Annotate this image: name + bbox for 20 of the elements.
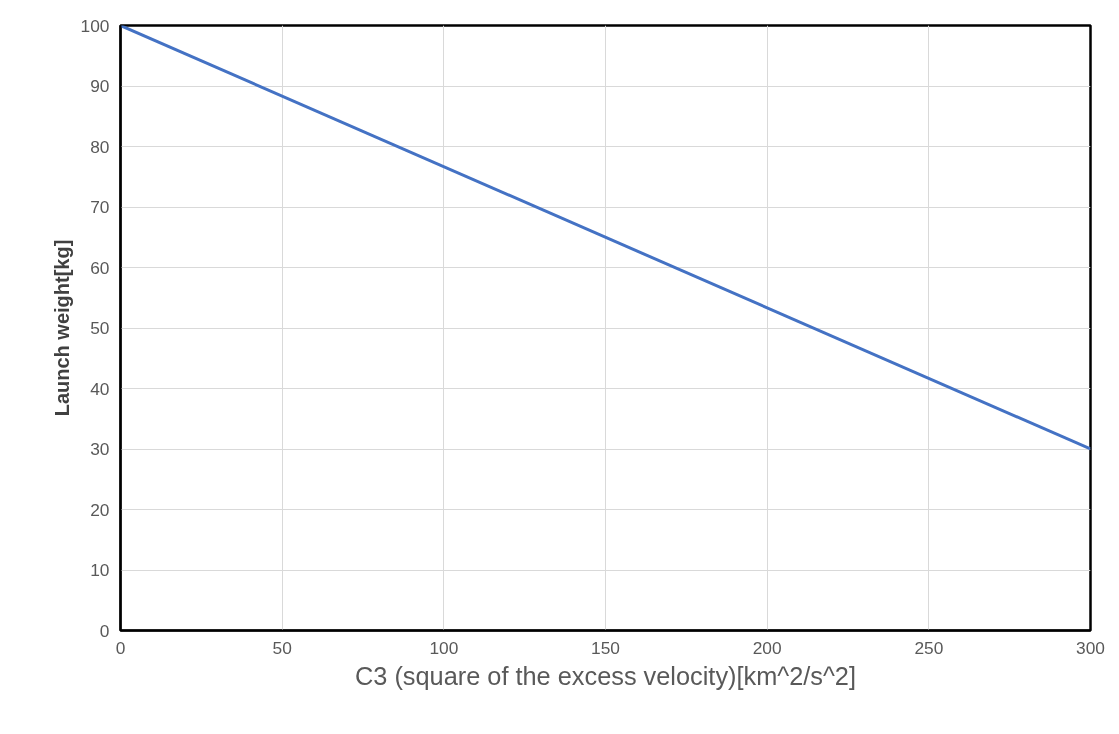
x-tick-label: 150 bbox=[591, 637, 620, 658]
x-axis-title: C3 (square of the excess velocity)[km^2/s^2] bbox=[355, 661, 856, 690]
y-tick-label: 100 bbox=[80, 15, 110, 36]
y-tick-label: 10 bbox=[90, 560, 110, 580]
y-tick-label: 50 bbox=[90, 318, 110, 338]
y-tick-label: 80 bbox=[90, 136, 110, 157]
x-tick-label: 250 bbox=[914, 637, 944, 658]
x-tick-label: 50 bbox=[272, 637, 292, 658]
y-tick-label: 20 bbox=[90, 499, 110, 520]
y-axis-title: Launch weight[kg] bbox=[50, 239, 73, 417]
y-tick-label: 40 bbox=[90, 378, 110, 399]
y-tick-label: 90 bbox=[90, 76, 110, 96]
y-tick-label: 70 bbox=[90, 197, 110, 217]
y-tick-label: 0 bbox=[99, 620, 110, 641]
y-tick-label: 60 bbox=[90, 257, 110, 278]
x-tick-label: 0 bbox=[115, 637, 126, 658]
x-tick-label: 100 bbox=[429, 637, 459, 658]
x-tick-label: 300 bbox=[1076, 637, 1105, 658]
x-tick-label: 200 bbox=[752, 637, 782, 658]
y-tick-label: 30 bbox=[90, 439, 110, 459]
